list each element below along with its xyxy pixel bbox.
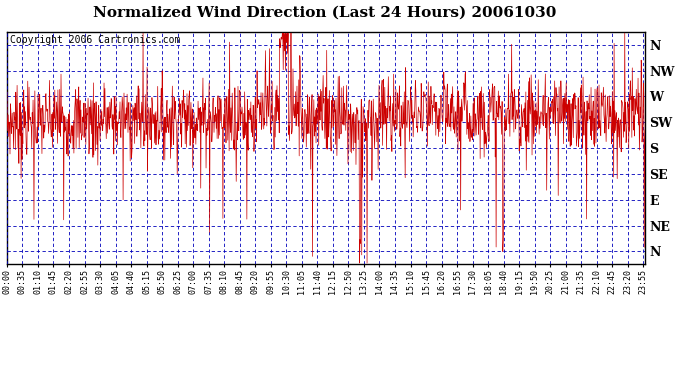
Text: Normalized Wind Direction (Last 24 Hours) 20061030: Normalized Wind Direction (Last 24 Hours… [92,6,556,20]
Text: Copyright 2006 Cartronics.com: Copyright 2006 Cartronics.com [10,35,181,45]
